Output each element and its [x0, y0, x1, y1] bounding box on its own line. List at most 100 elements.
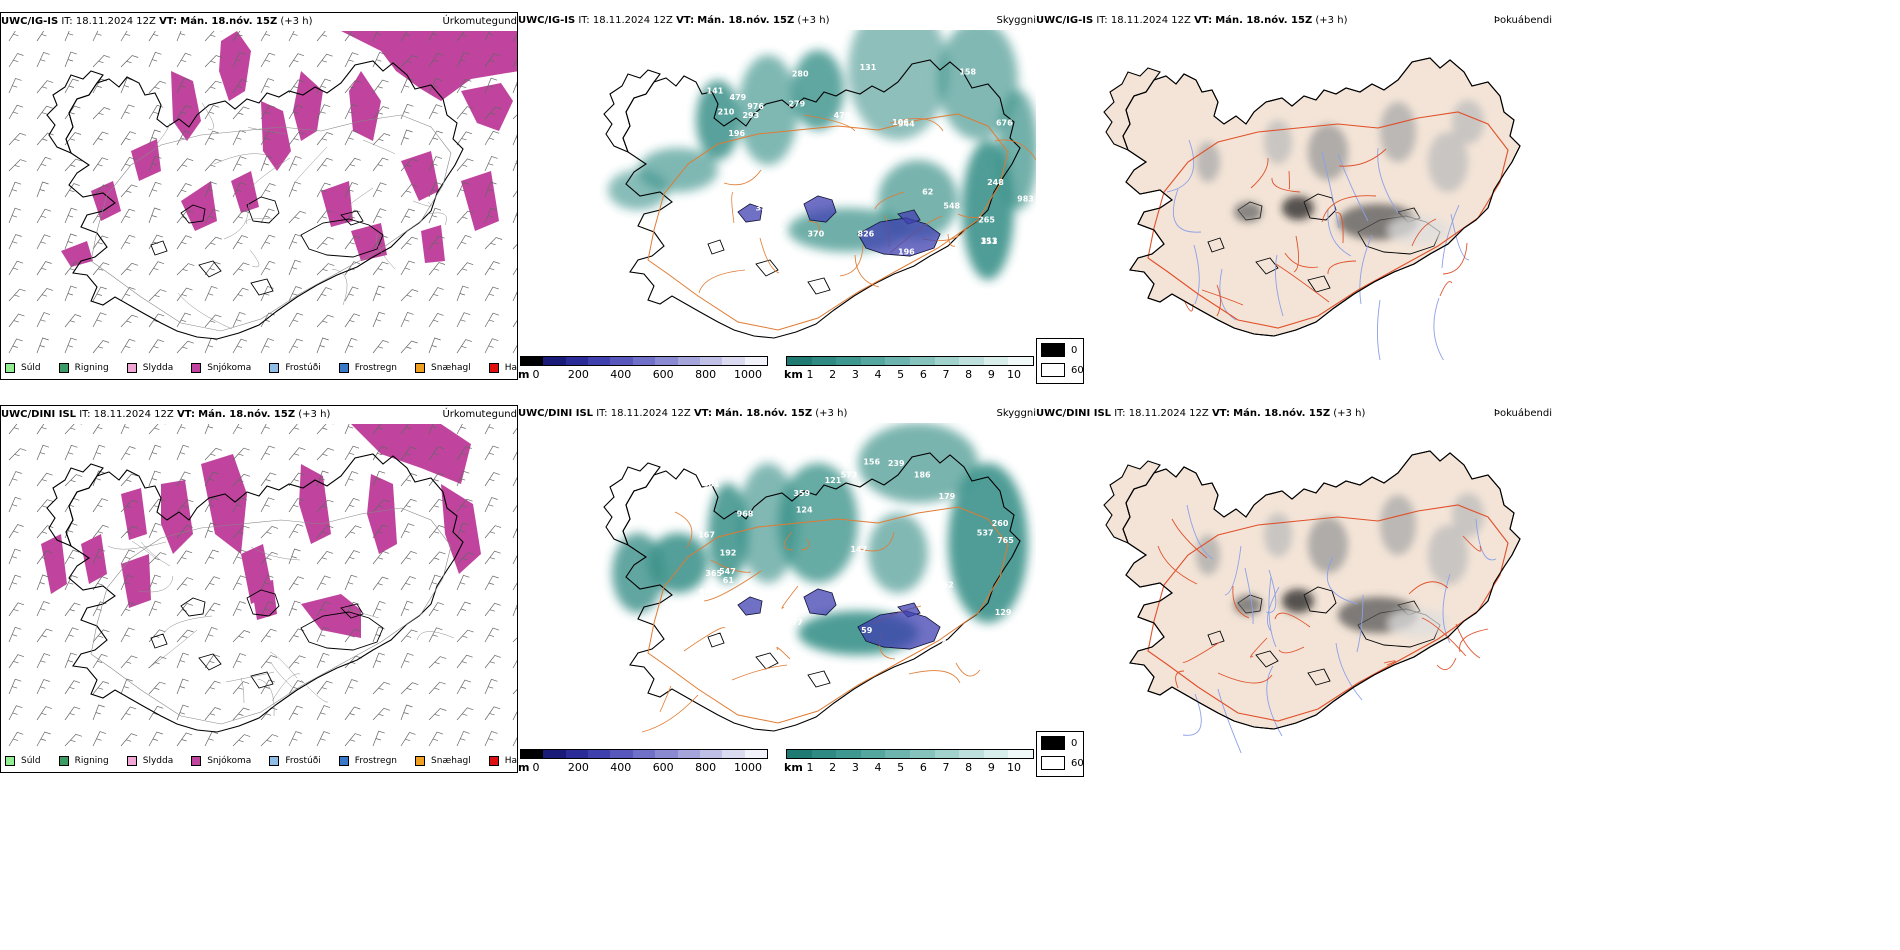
colorbar-height: m 0 200 400 600 800 1000 [518, 749, 768, 775]
snow-area-8 [301, 594, 361, 638]
visibility-value-label: 676 [996, 119, 1013, 128]
valid-time: Mán. 18.nóv. 15Z [180, 16, 278, 27]
colorbar-unit: m [518, 368, 530, 381]
visibility-value-label: 422 [941, 638, 958, 647]
cloud-map [1036, 423, 1552, 753]
legend-item: Snæhagl [415, 756, 471, 766]
cloud-legend-label: 60 [1071, 364, 1084, 376]
snow-area-9 [81, 534, 107, 584]
legend-swatch [58, 756, 69, 766]
legend-label: Snjókoma [207, 363, 252, 373]
snow-area-2 [367, 474, 397, 554]
visibility-value-label: 167 [698, 530, 715, 539]
legend-label: Slydda [142, 756, 174, 766]
visibility-value-label: 106 [892, 118, 909, 127]
visibility-value-label: 328 [869, 151, 886, 160]
precip-map [1, 424, 517, 754]
snow-area-16 [351, 223, 387, 261]
legend-label: Frostregn [354, 756, 398, 766]
snow-area-7 [121, 554, 151, 608]
colorbar-tick: 8 [965, 368, 973, 381]
cloud-legend-label: 60 [1071, 757, 1084, 769]
visibility-value-label: 239 [888, 459, 905, 468]
colorbar-tick: 5 [897, 368, 905, 381]
snow-area-13 [181, 181, 217, 231]
visibility-value-label: 210 [718, 107, 735, 116]
cloud-legend-label: 0 [1071, 737, 1078, 749]
legend-swatch [415, 756, 426, 766]
cloud-panel-bottom: UWC/DINI ISL IT: 18.11.2024 12Z VT: Mán.… [1036, 405, 1552, 775]
legend-item: Frostúði [269, 756, 321, 766]
snow-area-8 [91, 181, 121, 221]
snow-area-4 [201, 454, 247, 554]
cloud-legend-swatch [1041, 343, 1065, 357]
legend-item: Haglél [488, 363, 517, 373]
legend-swatch [126, 756, 137, 766]
visibility-value-label: 505 [746, 253, 763, 262]
colorbar-tick: 2 [829, 761, 837, 774]
snow-area-10 [41, 534, 67, 594]
cloud-legend-swatch [1041, 756, 1065, 770]
visibility-value-label: 186 [914, 471, 931, 480]
legend-label: Frostúði [285, 363, 321, 373]
cloud-legend-row: 0 [1041, 736, 1077, 750]
colorbar-tick: 800 [695, 761, 717, 774]
init-time: 18.11.2024 12Z [75, 16, 156, 27]
colorbar-tick: 1 [806, 368, 814, 381]
colorbar-strip [786, 356, 1034, 366]
visibility-value-label: 141 [707, 86, 724, 95]
visibility-value-label: 365 [705, 569, 722, 578]
snow-area-0 [351, 424, 471, 484]
cloud-legend: 0 60 [1036, 731, 1084, 777]
legend-item: Rigning [58, 756, 109, 766]
visibility-value-label: 59 [861, 626, 873, 635]
visibility-value-label: 196 [898, 247, 915, 256]
legend-label: Haglél [504, 756, 517, 766]
cloud-legend-row: 0 [1041, 343, 1077, 357]
legend-label: Haglél [504, 363, 517, 373]
colorbar-unit: km [784, 761, 803, 774]
legend-label: Rigning [74, 363, 109, 373]
colorbar-tick: 200 [567, 368, 589, 381]
colorbar-tick: 5 [897, 761, 905, 774]
cloud-map [1036, 30, 1552, 360]
colorbar-tick: 6 [919, 368, 927, 381]
legend-label: Rigning [74, 756, 109, 766]
precip-legend: Súld Rigning Slydda Snjókoma Frostúði Frostre… [5, 756, 517, 766]
colorbar-visibility: km 1 2 3 4 5 6 7 8 9 10 [784, 356, 1034, 382]
visibility-value-label: 124 [796, 505, 813, 514]
visibility-value-label: 547 [719, 567, 736, 576]
visibility-value-label: 265 [978, 216, 995, 225]
visibility-value-label: 537 [977, 528, 994, 537]
colorbar-tick: 2 [829, 368, 837, 381]
legend-label: Snæhagl [431, 363, 471, 373]
legend-item: Súld [5, 756, 41, 766]
snow-area-2 [349, 71, 381, 141]
colorbar-tick: 400 [610, 368, 632, 381]
visibility-value-label: 61 [723, 576, 735, 585]
visibility-value-label: 765 [997, 536, 1014, 545]
visibility-value-label: 944 [898, 119, 915, 128]
lead-time: (+3 h) [280, 16, 313, 27]
colorbar-tick: 1000 [734, 761, 762, 774]
visibility-value-label: 248 [987, 178, 1004, 187]
colorbar-tick: 1000 [734, 368, 762, 381]
legend-item: Frostúði [269, 363, 321, 373]
low-cloud-patches [738, 196, 940, 256]
visibility-value-label: 147 [850, 545, 867, 554]
visibility-value-label: 479 [730, 93, 747, 102]
cloud-legend: 0 60 [1036, 338, 1084, 384]
legend-swatch [269, 363, 280, 373]
visibility-map: 881 968 59 765 167 177 192 537 147 152 547 573 124 26… [518, 423, 1036, 743]
visibility-value-label: 260 [992, 519, 1009, 528]
colorbar-tick: 3 [851, 368, 859, 381]
colorbar-unit: km [784, 368, 803, 381]
legend-item: Snæhagl [415, 363, 471, 373]
colorbar-tick: 800 [695, 368, 717, 381]
colorbar-tick: 0 [532, 761, 540, 774]
visibility-value-label: 881 [703, 479, 720, 488]
legend-item: Slydda [126, 363, 173, 373]
legend-item: Haglél [488, 756, 517, 766]
colorbar-tick: 600 [652, 368, 674, 381]
precip-legend: Súld Rigning Slydda Snjókoma Frostúði Frostre… [5, 363, 517, 373]
